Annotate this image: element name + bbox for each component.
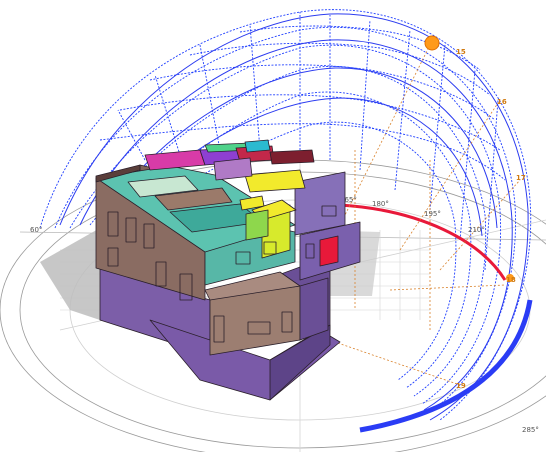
compass-label-195: 195° <box>424 210 441 218</box>
hour-label-15: 15 <box>456 48 466 56</box>
green-box <box>245 209 269 241</box>
compass-label-60: 60° <box>30 226 42 234</box>
sun-path-dome <box>39 9 532 421</box>
roof-maroon <box>269 149 315 165</box>
red-accent-wall <box>319 235 339 267</box>
sun-marker[interactable] <box>424 35 440 51</box>
hour-label-17: 17 <box>516 174 526 182</box>
compass-label-165: 165° <box>340 196 357 204</box>
sun-path-solstice-arc <box>359 299 533 433</box>
compass-label-285: 285° <box>522 426 539 434</box>
hour-label-18: 18 <box>506 276 516 284</box>
windows <box>107 205 337 343</box>
compass-label-180: 180° <box>372 200 389 208</box>
roof-light-patch <box>127 175 199 198</box>
roof-dark-band <box>95 164 141 183</box>
roof-mauve <box>213 157 253 181</box>
current-day-path <box>339 203 507 281</box>
building-model[interactable] <box>95 139 361 401</box>
sun-hour-dot <box>506 274 514 282</box>
roof-magenta <box>144 149 206 171</box>
roof-cyan <box>244 139 271 153</box>
roof-yellow-top <box>244 169 306 193</box>
compass-label-210: 210° <box>468 226 485 234</box>
hour-label-19: 19 <box>456 382 466 390</box>
lower-box-side <box>299 277 329 341</box>
roof-brown-patch <box>154 187 233 211</box>
hour-label-16: 16 <box>497 98 507 106</box>
